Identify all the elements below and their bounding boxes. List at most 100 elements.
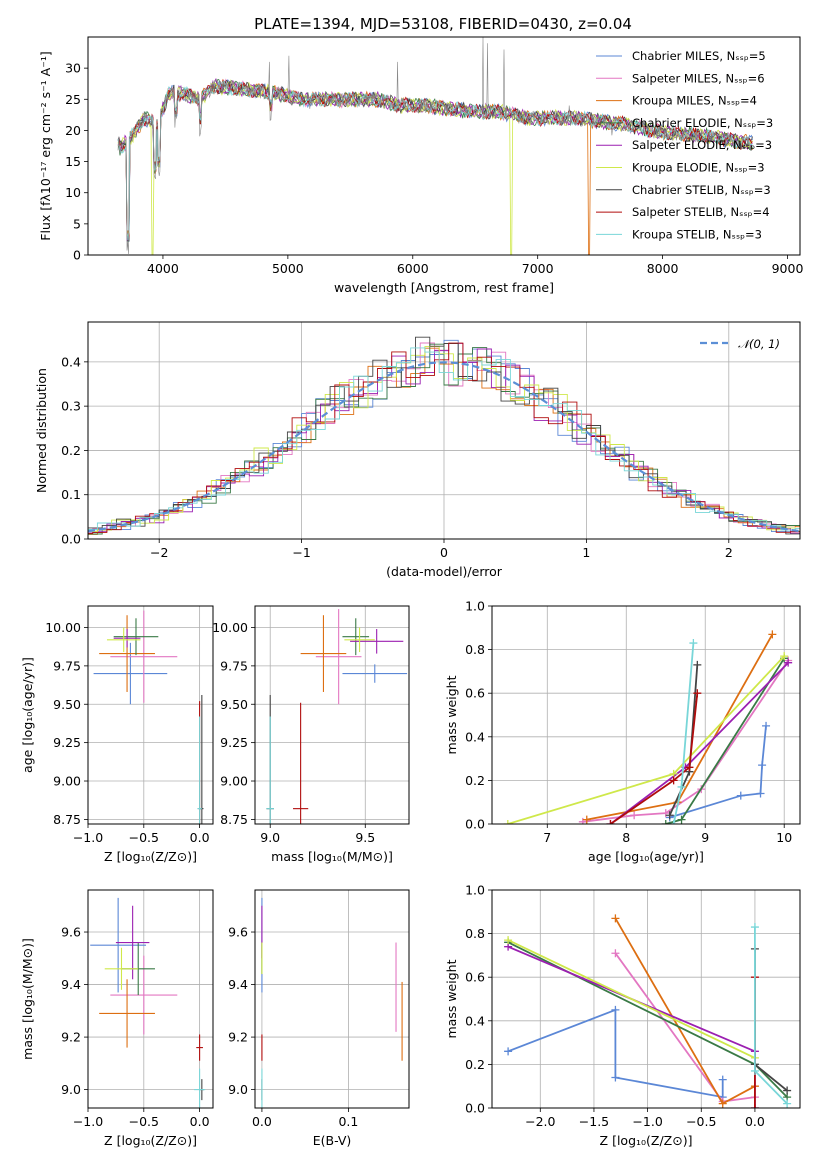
y-tick-label: 0 [73, 248, 81, 263]
error-bar-point [266, 716, 275, 824]
y-tick-label: 9.50 [220, 697, 248, 712]
y-tick-label: 0.4 [465, 729, 485, 744]
x-axis-label: E(B-V) [313, 1133, 352, 1148]
legend-entry: Salpeter MILES, Nₛₛₚ=6 [632, 71, 765, 85]
x-tick-label: −1.0 [632, 1114, 662, 1129]
mass-weight-marker [685, 763, 694, 772]
y-tick-label: 9.00 [220, 774, 248, 789]
x-tick-label: −0.5 [129, 830, 159, 845]
residual-histogram [88, 336, 800, 535]
mass-weight-marker [783, 1086, 792, 1095]
mass-weight-marker [762, 721, 771, 730]
y-tick-label: 20 [65, 123, 81, 138]
x-tick-label: −1.5 [579, 1114, 609, 1129]
error-bar-point [110, 955, 178, 1035]
y-tick-label: 0.2 [61, 443, 81, 458]
error-bar-point [300, 615, 347, 692]
mass-weight-marker [611, 1073, 620, 1082]
error-bar-point [194, 1068, 206, 1108]
x-tick-label: 8000 [647, 261, 679, 276]
mass-weight-marker [669, 820, 678, 824]
x-tick-label: 9000 [772, 261, 804, 276]
error-bar-point [104, 947, 139, 990]
x-tick-label: 2 [725, 545, 733, 560]
plot-frame [87, 36, 801, 256]
x-tick-label: −1.0 [73, 1114, 103, 1129]
error-bar-point [197, 716, 202, 824]
mass-weight-marker [677, 782, 686, 791]
mass-weight-marker [756, 789, 765, 798]
y-axis-label: Normed distribution [34, 368, 49, 493]
mass-weight-line [609, 662, 789, 824]
figure-title: PLATE=1394, MJD=53108, FIBERID=0430, z=0… [254, 15, 632, 33]
error-bar-point [342, 664, 408, 683]
weight-vs-age-panel: 7 8 9 10 0.0 0.2 0.4 0.6 0.8 1.0 age [log₁₀(age/yr… [444, 599, 801, 864]
x-axis-label: age [log₁₀(age/yr)] [588, 849, 704, 864]
y-tick-label: 0.0 [465, 1101, 485, 1116]
x-tick-label: 7000 [522, 261, 554, 276]
y-tick-label: 1.0 [465, 599, 485, 614]
spectrum-panel: 4000 5000 6000 7000 8000 9000 0 5 10 15 20 25 30 wave… [38, 36, 804, 295]
legend-entry: Chabrier STELIB, Nₛₛₚ=3 [632, 183, 771, 197]
y-tick-label: 9.6 [228, 925, 248, 940]
mass-weight-line [507, 945, 756, 1108]
x-tick-label: 0.0 [190, 830, 210, 845]
error-bar-point [293, 702, 309, 824]
x-tick-label: 0.0 [252, 1114, 272, 1129]
x-tick-label: 9.0 [260, 830, 280, 845]
mass-weight-marker [689, 639, 698, 648]
y-tick-label: 0.0 [465, 817, 485, 832]
y-tick-label: 0.2 [465, 1057, 485, 1072]
legend-entry: Salpeter ELODIE, Nₛₛₚ=3 [632, 138, 772, 152]
plot-frame [87, 605, 214, 825]
y-axis-label: mass weight [444, 675, 459, 754]
y-tick-label: 25 [65, 92, 81, 107]
legend-entry: Kroupa MILES, Nₛₛₚ=4 [632, 94, 757, 108]
plot-frame [87, 889, 214, 1109]
y-tick-label: 0.4 [61, 354, 81, 369]
mass-weight-marker [768, 630, 777, 639]
x-tick-label: 1 [582, 545, 590, 560]
mass-weight-marker [630, 811, 639, 820]
mass-weight-marker [504, 1047, 513, 1056]
mass-weight-marker [750, 1066, 759, 1075]
x-tick-label: 6000 [397, 261, 429, 276]
error-bar-point [115, 905, 150, 980]
mass-weight-marker [503, 820, 512, 824]
y-tick-label: 8.75 [53, 812, 81, 827]
y-tick-label: 30 [65, 61, 81, 76]
x-tick-label: 0 [440, 545, 448, 560]
y-tick-label: 0.6 [465, 970, 485, 985]
legend-entry: Chabrier ELODIE, Nₛₛₚ=3 [632, 116, 773, 130]
mass-vs-metallicity-panel: −1.0 −0.5 0.0 9.0 9.2 9.4 9.6 Z [log₁₀(Z/Z⊙)] ma… [20, 889, 214, 1148]
model-spectrum-line [117, 79, 753, 242]
mass-weight-marker [718, 1099, 727, 1108]
mass-weight-marker [665, 811, 674, 820]
plot-frame [87, 321, 801, 540]
y-axis-label: mass [log₁₀(M/M⊙)] [20, 938, 35, 1060]
error-bar-point [99, 615, 155, 692]
mass-weight-line [614, 917, 756, 1105]
normal-reference-curve [88, 361, 800, 533]
x-tick-label: 5000 [272, 261, 304, 276]
y-tick-label: 9.6 [61, 925, 81, 940]
mass-weight-marker [677, 815, 686, 824]
x-axis-label: Z [log₁₀(Z/Z⊙)] [104, 1133, 197, 1148]
y-tick-label: 9.4 [61, 977, 81, 992]
error-bar-point [93, 642, 168, 705]
mass-weight-line [614, 952, 756, 1103]
legend-entry: Kroupa STELIB, Nₛₛₚ=3 [632, 227, 762, 241]
y-tick-label: 0.4 [465, 1013, 485, 1028]
error-bar-point [196, 1034, 203, 1061]
y-tick-label: 10.00 [212, 620, 248, 635]
legend-entry: 𝒩(0, 1) [738, 337, 780, 351]
x-tick-label: 9.5 [355, 830, 375, 845]
y-tick-label: 0.2 [465, 773, 485, 788]
x-tick-label: −1 [292, 545, 310, 560]
mass-weight-marker [736, 791, 745, 800]
x-tick-label: 7 [543, 830, 551, 845]
x-tick-label: 0.0 [190, 1114, 210, 1129]
weight-vs-metallicity-panel: −2.0 −1.5 −1.0 −0.5 0.0 0.0 0.2 0.4 0.6 0.8 1.0 Z [… [444, 883, 801, 1148]
mass-weight-marker [693, 660, 702, 669]
